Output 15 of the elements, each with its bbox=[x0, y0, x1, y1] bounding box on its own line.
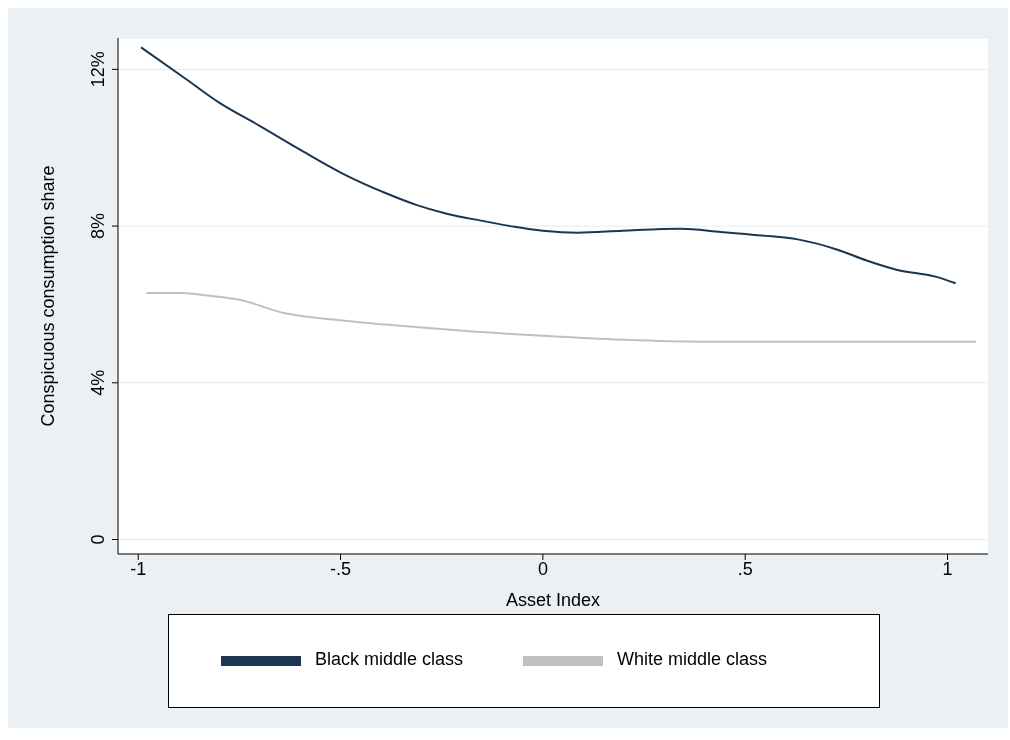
line-series bbox=[140, 46, 957, 285]
y-tick-label: 12% bbox=[88, 51, 108, 88]
y-axis-title: Conspicuous consumption share bbox=[38, 165, 59, 427]
y-tick-label: 0 bbox=[88, 534, 108, 545]
x-axis-title: Asset Index bbox=[505, 590, 601, 610]
x-tick-label: -.5 bbox=[330, 558, 352, 579]
x-tick-label: -1 bbox=[130, 558, 147, 579]
x-tick-label: 1 bbox=[942, 558, 953, 579]
line-series bbox=[145, 292, 977, 343]
y-tick-label: 4% bbox=[88, 369, 108, 396]
legend-label: Black middle class bbox=[314, 649, 463, 670]
y-tick-label: 8% bbox=[88, 213, 108, 240]
legend-label: White middle class bbox=[617, 649, 768, 670]
x-tick-label: .5 bbox=[737, 558, 753, 579]
x-tick-label: 0 bbox=[537, 558, 548, 579]
